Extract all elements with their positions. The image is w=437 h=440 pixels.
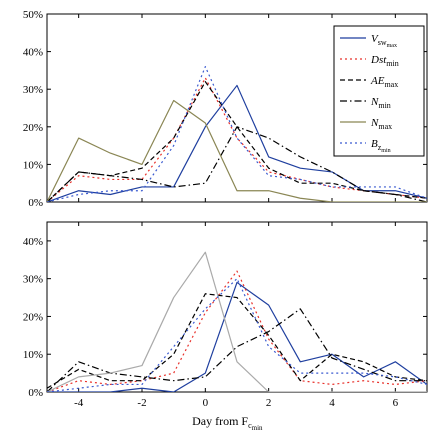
- legend-name: N: [370, 96, 379, 108]
- y-tick-label: 40%: [23, 236, 43, 248]
- y-tick-label: 0%: [28, 197, 43, 209]
- series-line-4: [47, 99, 427, 202]
- x-tick-label: -2: [137, 397, 146, 409]
- legend-sub: min: [378, 101, 390, 110]
- legend-sub: max: [384, 80, 398, 89]
- legend-name: Dst: [370, 54, 387, 66]
- y-tick-label: 30%: [23, 84, 43, 96]
- legend-name: AE: [370, 75, 385, 87]
- y-tick-label: 20%: [23, 311, 43, 323]
- x-axis-label-sub2: min: [252, 424, 263, 432]
- legend-entry-5: Bzmin: [371, 138, 391, 154]
- y-tick-label: 50%: [23, 9, 43, 21]
- panel-bottom: 0% 10% 20% 30% 40% -4 -2 0 2 4 6 Day from Fcmin: [23, 221, 428, 432]
- series-line-3: [47, 126, 427, 202]
- x-tick-label: 0: [203, 397, 209, 409]
- legend-entry-4: Nmax: [370, 117, 392, 131]
- x-tick-label: 4: [329, 397, 335, 409]
- y-tick-label: 0%: [28, 387, 43, 399]
- x-axis-label: Day from Fcmin: [192, 414, 263, 432]
- x-tick-label: 6: [393, 397, 399, 409]
- legend-sub2: min: [381, 148, 390, 154]
- legend-sub2: max: [387, 43, 397, 49]
- y-tick-label: 30%: [23, 274, 43, 286]
- y-tick-label: 40%: [23, 47, 43, 59]
- legend-name: V: [371, 33, 379, 45]
- x-axis-label-sub: c: [248, 421, 252, 430]
- y-tick-label: 10%: [23, 159, 43, 171]
- legend-entry-3: Nmin: [370, 96, 391, 110]
- legend-sub: max: [378, 122, 392, 131]
- x-axis-label-main: Day from F: [192, 414, 248, 428]
- plot-frame: [46, 13, 428, 203]
- legend-sub: min: [386, 59, 398, 68]
- legend-entry-0: Vswmax: [371, 33, 397, 49]
- x-tick-label: 2: [266, 397, 272, 409]
- series-line-0: [47, 281, 427, 392]
- legend-name: B: [371, 138, 378, 150]
- series-line-4: [47, 251, 427, 392]
- legend-box: [333, 25, 425, 157]
- plot-frame: [46, 221, 428, 393]
- series-line-2: [47, 293, 427, 389]
- legend-entry-1: Dstmin: [370, 54, 399, 68]
- series-line-1: [47, 270, 427, 392]
- legend-sub: sw: [378, 38, 387, 47]
- panel-top: 0%10%20%30%40%50%VswmaxDstminAEmaxNminNm…: [23, 9, 428, 209]
- legend-sub: z: [378, 143, 382, 152]
- y-tick-label: 10%: [23, 349, 43, 361]
- y-tick-label: 20%: [23, 122, 43, 134]
- legend-name: N: [370, 117, 379, 129]
- legend-entry-2: AEmax: [370, 75, 398, 89]
- x-tick-label: -4: [74, 397, 84, 409]
